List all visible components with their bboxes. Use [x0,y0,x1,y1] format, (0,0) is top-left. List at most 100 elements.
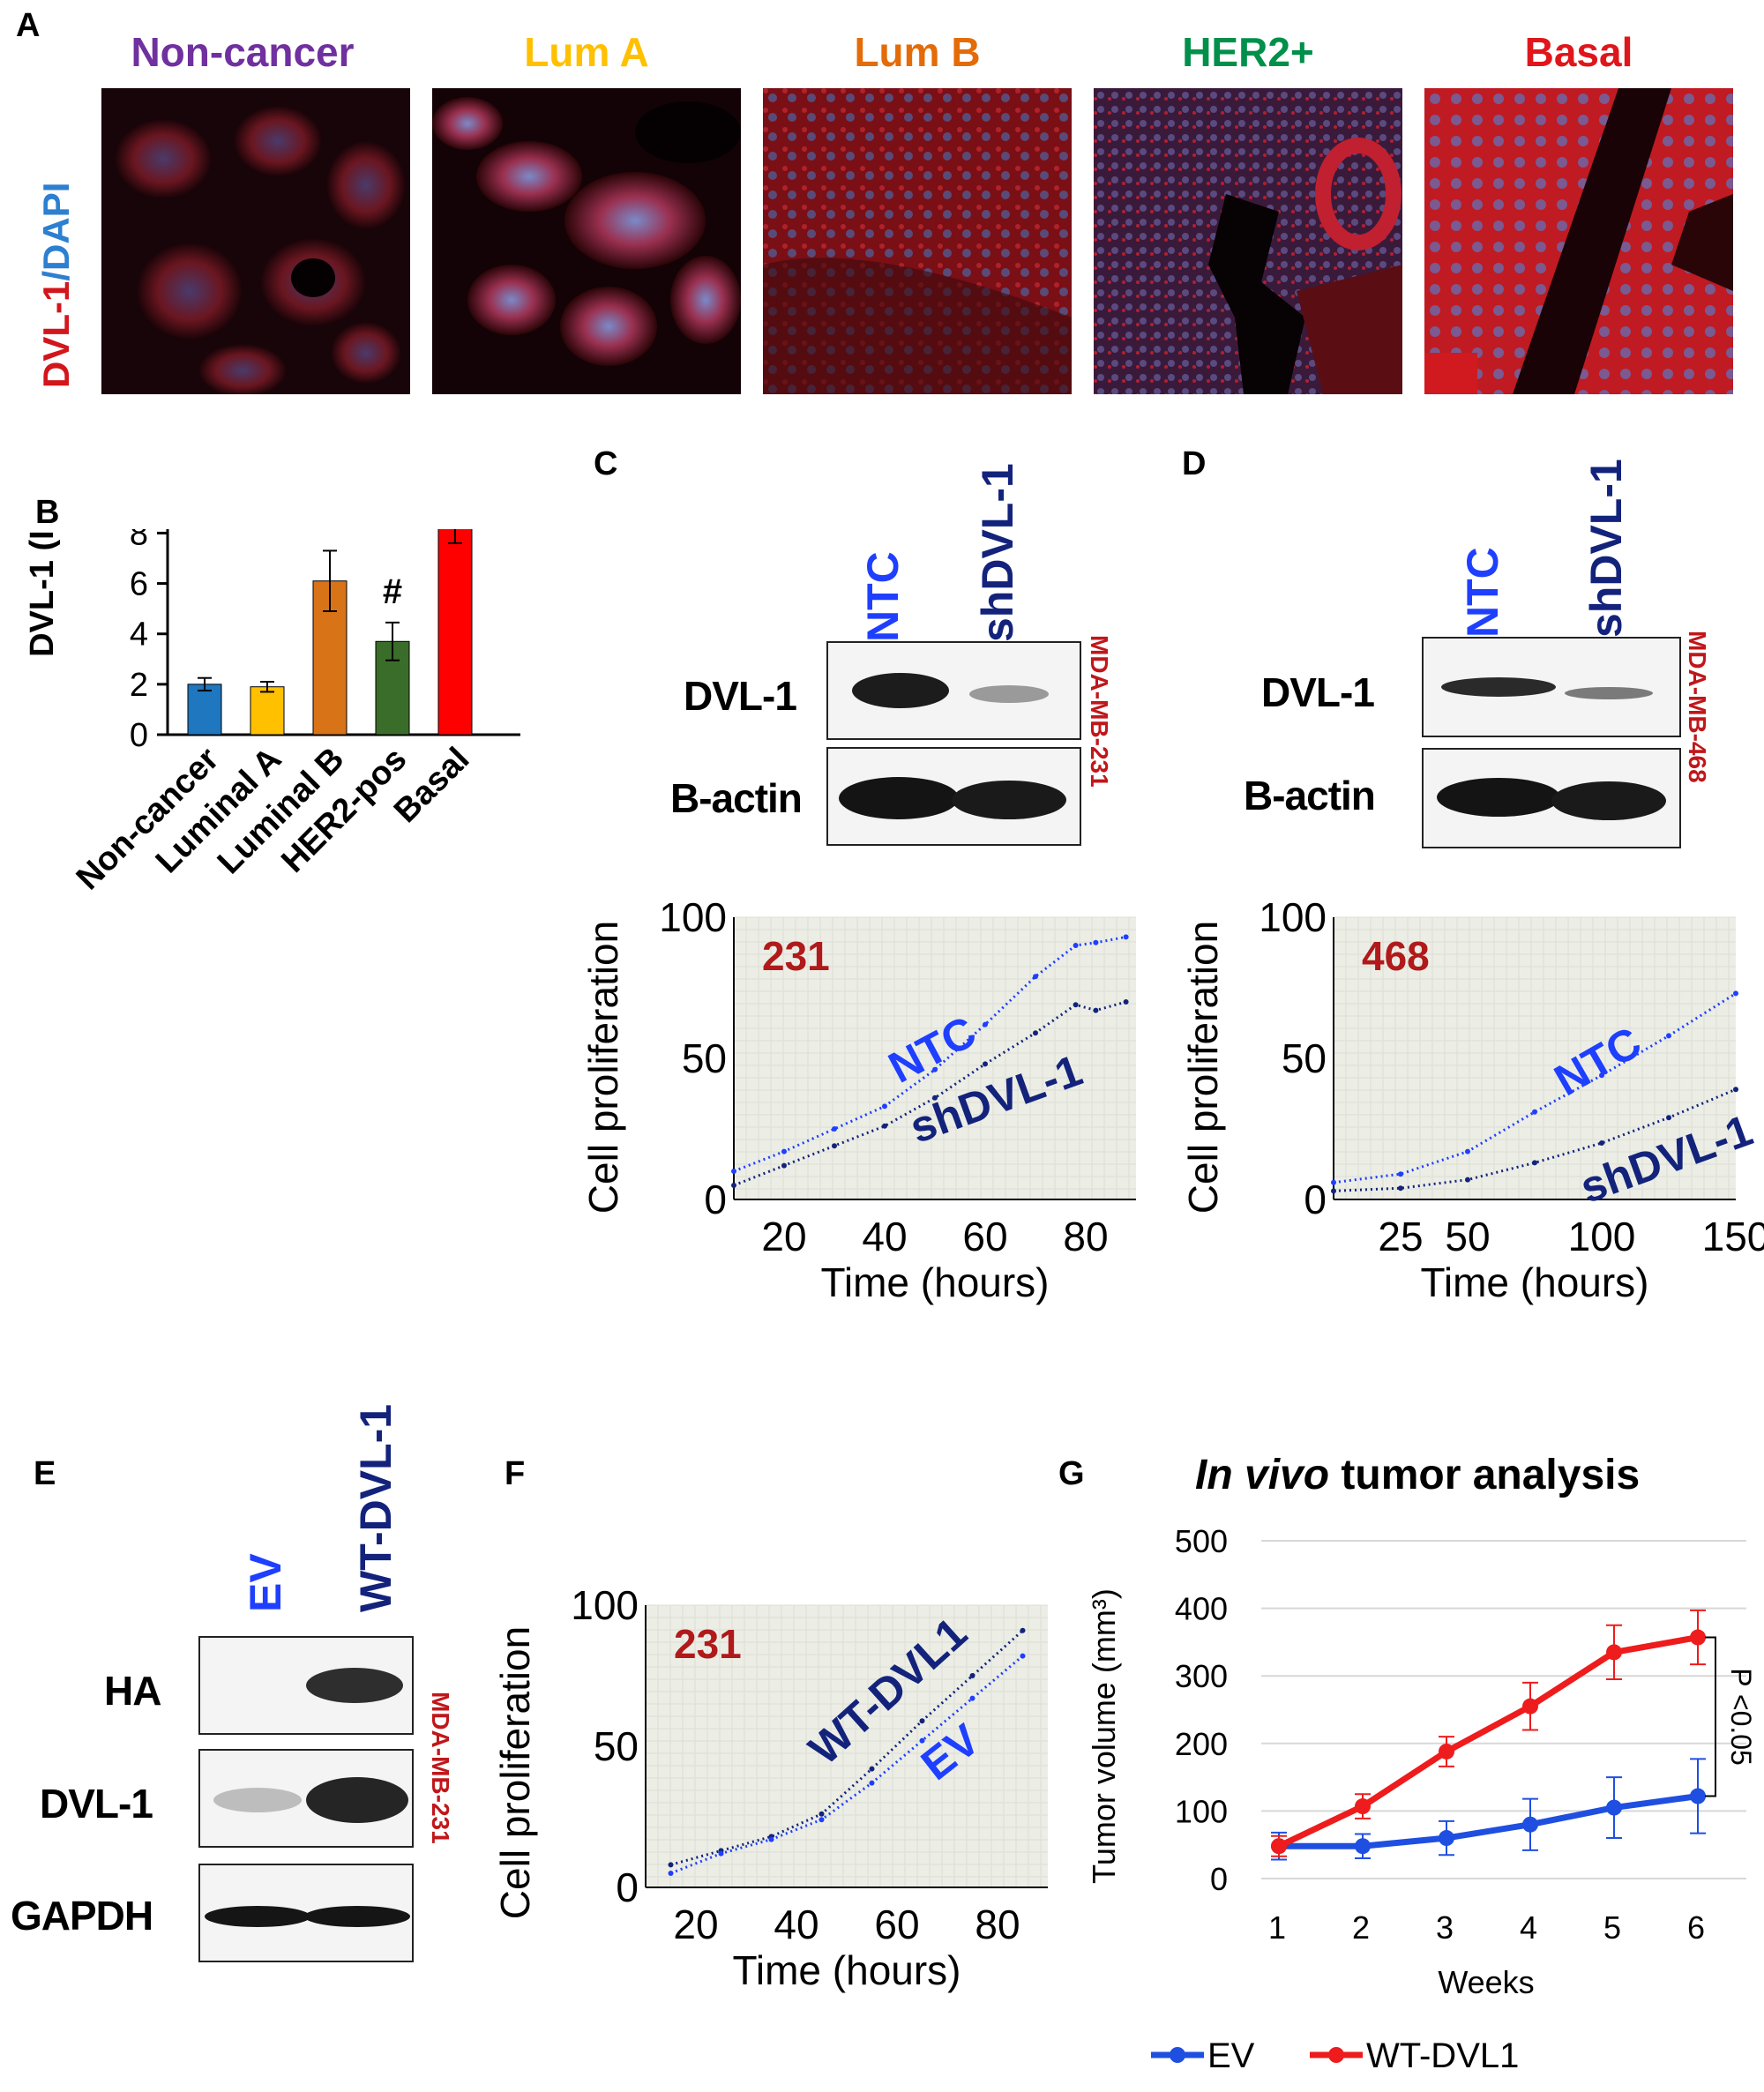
y-tick-label-g: 500 [1175,1523,1228,1559]
cell-line-label-d: MDA-MB-468 [1684,631,1711,783]
x-tick-label-g: 1 [1268,1909,1286,1946]
data-point [832,1126,837,1132]
y-tick-label-g: 100 [1175,1793,1228,1829]
data-point-g [1355,1798,1371,1815]
x-tick-label: 40 [774,1901,818,1947]
data-point [781,1162,787,1169]
x-axis-label: Time (hours) [733,1947,961,1993]
data-point [1073,943,1079,948]
y-tick-label: 50 [594,1723,639,1769]
bar-luminal-a [250,686,285,736]
data-point [668,1862,674,1868]
data-point [969,1673,975,1678]
data-point [1398,1171,1403,1177]
data-point [1733,1087,1738,1093]
data-point [869,1780,875,1786]
data-point [983,1021,988,1027]
panel-g-title: In vivo tumor analysis [1195,1451,1640,1499]
data-point [1398,1185,1403,1192]
x-tick-label-g: 6 [1687,1909,1705,1946]
row-label-dvl1-e: DVL-1 [40,1781,153,1827]
bar-chart-b: 02468101214DVL-1 (IF) %Non-cancerLuminal… [24,352,520,897]
subtype-title-noncancer: Non-cancer [131,29,355,75]
y-axis-label: Cell proliferation [580,921,626,1214]
lane-label-shdvl1-c: shDVL-1 [973,463,1022,642]
inset-label: 231 [674,1621,742,1667]
lane-label-ntc-d: NTC [1458,547,1507,638]
legend-label-ev: EV [1207,2036,1255,2075]
data-point [1532,1160,1537,1166]
lane-label-ntc-c: NTC [858,551,908,642]
series-line-ev [669,1655,1024,1875]
data-point [983,1061,988,1067]
panel-g-title-rest: tumor analysis [1329,1452,1641,1498]
x-axis-label: Time (hours) [821,1259,1050,1305]
data-point [869,1766,875,1772]
blot-bactin-d [1422,748,1681,848]
y-tick-label-b: 4 [130,616,148,654]
y-tick-label-b: 6 [130,566,148,603]
legend-marker [1328,2047,1344,2063]
y-tick-label: 0 [704,1177,727,1222]
y-tick-label: 100 [659,894,727,940]
y-tick-label-b: 8 [130,529,148,552]
data-point [731,1183,736,1188]
x-tick-label: 60 [874,1901,919,1947]
subtype-title-luma: Lum A [524,29,649,75]
blot-dvl1-d [1422,637,1681,737]
p-value-label: P <0.05 [1725,1668,1757,1766]
chart-g: 0 100 200 300 400 500 1 2 3 4 5 6 Weeks Tumor volume … [1076,1517,1764,2088]
blot-bactin-c [826,747,1081,846]
row-label-dvl1-c: DVL-1 [684,673,797,719]
y-axis-label-g: Tumor volume (mm³) [1086,1588,1122,1884]
data-point-g [1439,1830,1454,1847]
data-point-g [1690,1788,1706,1804]
x-tick-label: 150 [1702,1214,1764,1259]
data-point [818,1811,825,1817]
blot-dvl1-e [198,1749,414,1848]
chart-b: 02468101214DVL-1 (IF) %Non-cancerLuminal… [0,352,564,1323]
blot-dvl1-c [826,641,1081,740]
x-tick-label: 80 [975,1901,1020,1947]
y-tick-label: 100 [1259,894,1327,940]
bar-basal [437,472,473,736]
chart-f: 0 50 100 20 40 60 80 Time (hours) Cell prolifera… [476,1579,1076,2020]
row-label-ha-e: HA [104,1668,161,1714]
row-label-gapdh-e: GAPDH [11,1893,153,1939]
cell-line-label-c: MDA-MB-231 [1086,635,1113,788]
series-line-shdvl-1 [733,1000,1127,1187]
y-tick-label: 50 [682,1035,727,1081]
data-point [932,1066,938,1072]
panel-letter-b: B [35,494,60,531]
x-tick-label-g: 4 [1520,1909,1537,1946]
bar-non-cancer [187,684,222,736]
panel-letter-g: G [1058,1455,1085,1492]
data-point-g [1355,1838,1371,1855]
blot-ha-e [198,1636,414,1735]
data-point [832,1143,837,1149]
micrograph-her2 [1094,88,1402,394]
row-label-bactin-c: B-actin [670,775,803,821]
x-axis-label: Time (hours) [1421,1259,1649,1305]
chart-d: 0 50 100 25 50 100 150 Time (hours) Cell prolife… [1164,882,1764,1332]
data-point [1666,1033,1671,1039]
micrograph-noncancer [101,88,410,394]
data-point [1465,1148,1470,1154]
data-point [919,1718,925,1724]
data-point-g [1522,1698,1538,1715]
data-point [1599,1072,1604,1079]
subtype-title-her2: HER2+ [1182,29,1314,75]
lane-label-ev-e: EV [241,1553,290,1612]
data-point [768,1836,774,1842]
x-tick-label-g: 3 [1436,1909,1454,1946]
data-point [1123,999,1129,1005]
y-tick-label: 0 [616,1864,639,1910]
data-point [882,1123,887,1129]
data-point [932,1095,938,1101]
lane-label-wtdvl1-e: WT-DVL-1 [351,1403,400,1612]
plot-bg-d [1334,917,1736,1199]
data-point [1331,1179,1336,1185]
data-point [1073,1002,1079,1008]
significance-mark: * [323,529,337,539]
x-tick-label: 50 [1445,1214,1490,1259]
